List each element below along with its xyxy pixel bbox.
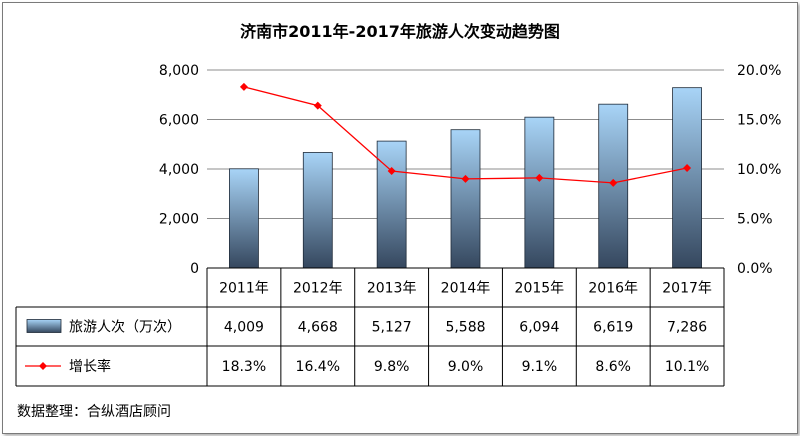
bar (229, 168, 259, 269)
left-tick-label: 0 (190, 261, 199, 277)
bar (672, 87, 702, 269)
category-label: 2017年 (662, 281, 712, 297)
line-value-label: 9.8% (374, 359, 410, 375)
left-tick-label: 6,000 (159, 113, 199, 129)
bar (302, 152, 333, 269)
chart-title: 济南市2011年-2017年旅游人次变动趋势图 (240, 22, 560, 41)
right-tick-label: 20.0% (737, 63, 781, 79)
category-label: 2015年 (515, 281, 565, 297)
line-value-label: 9.1% (522, 359, 558, 375)
category-label: 2014年 (441, 281, 491, 297)
legend-line-label: 增长率 (69, 358, 111, 375)
left-tick-label: 8,000 (159, 63, 199, 79)
right-axis-ticks: 0.0% 5.0% 10.0% 15.0% 20.0% (737, 63, 781, 277)
right-tick-label: 5.0% (737, 212, 773, 228)
bar-value-label: 4,668 (298, 320, 338, 336)
line-value-label: 18.3% (222, 359, 266, 375)
legend-line-marker (39, 362, 47, 370)
bar-value-label: 5,127 (372, 320, 412, 336)
line-point (239, 82, 248, 91)
bar (524, 116, 555, 269)
line-point (387, 166, 396, 175)
bar-value-label: 6,094 (519, 320, 559, 336)
bar-value-label: 4,009 (224, 320, 264, 336)
bar-value-label: 6,619 (593, 320, 633, 336)
line-point (461, 174, 470, 183)
line-point (683, 164, 692, 173)
source-note: 数据整理：合纵酒店顾问 (17, 404, 171, 420)
left-tick-label: 4,000 (159, 162, 199, 178)
line-point (609, 178, 618, 187)
line-value-label: 16.4% (296, 359, 340, 375)
bar (376, 140, 407, 269)
left-axis-ticks: 0 2,000 4,000 6,000 8,000 (159, 63, 199, 277)
right-tick-label: 0.0% (737, 261, 773, 277)
line-value-label: 9.0% (448, 359, 484, 375)
line-value-label: 10.1% (665, 359, 709, 375)
legend-bar-swatch (26, 319, 62, 333)
category-label: 2011年 (219, 281, 269, 297)
right-tick-label: 10.0% (737, 162, 781, 178)
category-label: 2016年 (588, 281, 638, 297)
line-point (535, 173, 544, 182)
category-label: 2012年 (293, 281, 343, 297)
line-value-label: 8.6% (595, 359, 631, 375)
right-tick-label: 15.0% (737, 113, 781, 129)
chart-svg: 济南市2011年-2017年旅游人次变动趋势图 0 2,000 4,000 6,000… (15, 22, 781, 387)
line-series (239, 82, 692, 187)
left-tick-label: 2,000 (159, 212, 199, 228)
data-table: 2011年 2012年 2013年 2014年 2015年 2016年 2017年 4,009… (15, 267, 725, 387)
bar-value-label: 7,286 (667, 320, 707, 336)
category-label: 2013年 (367, 281, 417, 297)
line-point (313, 101, 322, 110)
bar (450, 129, 481, 269)
bar-value-label: 5,588 (445, 320, 485, 336)
legend-bar-label: 旅游人次（万次） (69, 320, 181, 336)
